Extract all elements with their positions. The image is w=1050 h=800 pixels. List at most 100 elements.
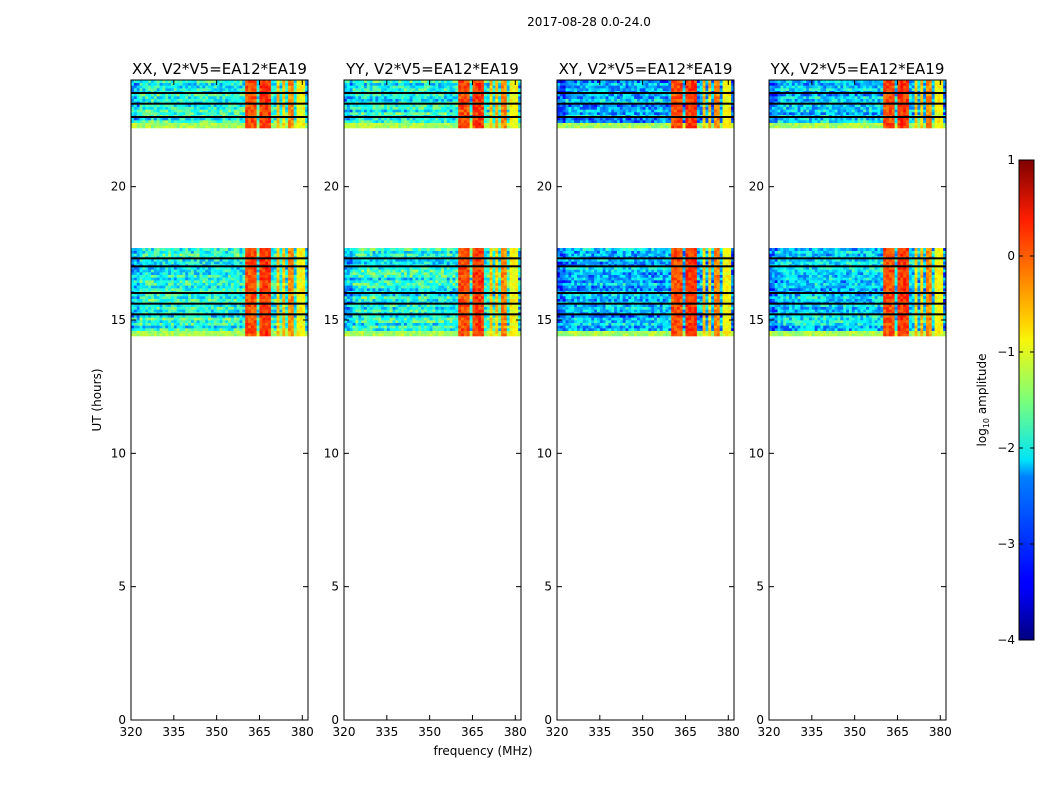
heatmap-cell (242, 96, 246, 99)
heatmap-cell (435, 277, 439, 281)
heatmap-cell (478, 325, 482, 329)
heatmap-cell (372, 325, 376, 329)
heatmap-cell (372, 296, 376, 299)
heatmap-cell (305, 258, 308, 262)
heatmap-cell (136, 306, 140, 310)
heatmap-cell (355, 293, 359, 297)
heatmap-cell (279, 253, 283, 257)
heatmap-cell (403, 285, 408, 289)
heatmap-cell (228, 253, 232, 257)
heatmap-cell (270, 306, 275, 310)
heatmap-cell (173, 106, 178, 110)
heatmap-cell (375, 282, 379, 286)
heatmap-cell (236, 333, 240, 337)
heatmap-cell (165, 322, 169, 326)
heatmap-cell (346, 328, 351, 331)
heatmap-cell (190, 117, 195, 121)
heatmap-cell (302, 125, 306, 129)
heatmap-cell (179, 304, 183, 307)
heatmap-cell (176, 261, 180, 265)
heatmap-cell (372, 320, 376, 323)
heatmap-cell (288, 293, 292, 297)
heatmap-cell (182, 280, 186, 283)
heatmap-cell (418, 272, 422, 275)
heatmap-cell (285, 253, 289, 257)
heatmap-cell (219, 314, 223, 318)
heatmap-cell (429, 314, 433, 318)
heatmap-cell (501, 325, 505, 329)
heatmap-cell (205, 106, 209, 110)
heatmap-cell (290, 266, 295, 270)
heatmap-cell (199, 80, 203, 83)
heatmap-cell (202, 125, 206, 129)
heatmap-cell (259, 288, 263, 291)
heatmap-cell (131, 309, 135, 313)
heatmap-cell (270, 285, 275, 289)
heatmap-cell (369, 320, 373, 323)
heatmap-cell (210, 104, 215, 107)
heatmap-cell (236, 298, 240, 302)
heatmap-cell (461, 320, 465, 323)
heatmap-cell (495, 282, 499, 286)
heatmap-cell (236, 120, 240, 123)
heatmap-cell (361, 322, 365, 326)
heatmap-cell (366, 266, 371, 270)
heatmap-cell (302, 282, 306, 286)
heatmap-cell (259, 293, 263, 297)
heatmap-cell (415, 288, 419, 291)
heatmap-cell (443, 266, 448, 270)
heatmap-cell (501, 285, 505, 289)
heatmap-cell (492, 298, 496, 302)
heatmap-cell (449, 280, 453, 283)
heatmap-cell (236, 314, 240, 318)
heatmap-cell (276, 80, 280, 83)
heatmap-cell (236, 277, 240, 281)
heatmap-cell (219, 93, 223, 97)
heatmap-cell (228, 82, 232, 86)
heatmap-cell (205, 306, 209, 310)
heatmap-cell (268, 88, 272, 91)
heatmap-cell (245, 272, 249, 275)
heatmap-cell (515, 277, 519, 281)
heatmap-cell (233, 325, 238, 329)
heatmap-cell (179, 272, 183, 275)
heatmap-cell (409, 309, 413, 313)
heatmap-cell (268, 320, 272, 323)
heatmap-cell (185, 333, 189, 337)
heatmap-cell (219, 80, 223, 83)
heatmap-cell (486, 333, 490, 337)
heatmap-cell (475, 322, 479, 326)
heatmap-cell (145, 82, 149, 86)
heatmap-cell (472, 296, 476, 299)
heatmap-cell (190, 280, 195, 283)
heatmap-cell (282, 317, 286, 321)
heatmap-cell (288, 322, 292, 326)
heatmap-cell (225, 96, 229, 99)
heatmap-cell (481, 306, 485, 310)
heatmap-cell (222, 296, 226, 299)
heatmap-cell (165, 125, 169, 129)
heatmap-cell (253, 285, 258, 289)
heatmap-cell (352, 274, 356, 278)
heatmap-cell (148, 104, 152, 107)
heatmap-cell (355, 261, 359, 265)
heatmap-cell (188, 125, 192, 129)
heatmap-cell (219, 250, 223, 254)
heatmap-cell (228, 96, 232, 99)
heatmap-cell (452, 304, 456, 307)
heatmap-cell (392, 274, 396, 278)
heatmap-cell (423, 277, 428, 281)
heatmap-cell (273, 250, 277, 254)
heatmap-cell (478, 272, 482, 275)
heatmap-cell (481, 304, 485, 307)
heatmap-cell (265, 330, 269, 334)
heatmap-cell (358, 325, 362, 329)
heatmap-cell (492, 280, 496, 283)
heatmap-cell (190, 309, 195, 313)
heatmap-cell (205, 333, 209, 337)
heatmap-cell (202, 325, 206, 329)
heatmap-cell (435, 261, 439, 265)
heatmap-cell (483, 296, 488, 299)
heatmap-cell (293, 98, 297, 102)
heatmap-cell (276, 82, 280, 86)
